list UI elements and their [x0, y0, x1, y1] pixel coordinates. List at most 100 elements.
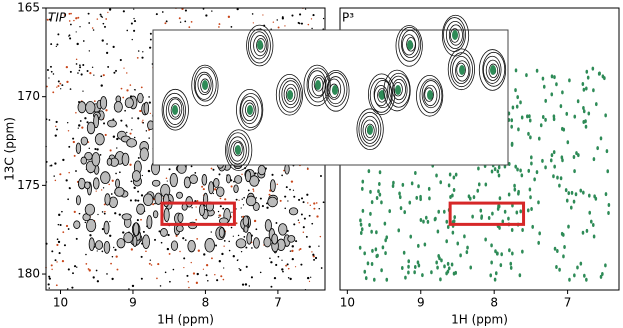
noise-dot — [72, 272, 74, 275]
peak — [269, 179, 276, 193]
noise-dot — [56, 43, 59, 46]
noise-dot — [113, 71, 116, 74]
noise-dot — [290, 180, 294, 183]
peak — [421, 273, 424, 278]
noise-dot — [126, 29, 129, 32]
noise-dot — [192, 272, 196, 275]
noise-dot — [76, 42, 79, 46]
peak — [245, 170, 252, 183]
noise-dot — [112, 246, 115, 249]
x-tick-label: 8 — [202, 296, 210, 310]
noise-dot — [294, 266, 297, 268]
peak — [126, 138, 137, 148]
noise-dot — [115, 69, 117, 72]
noise-dot — [126, 126, 128, 128]
noise-dot — [56, 261, 58, 263]
noise-dot — [50, 264, 53, 267]
noise-dot — [131, 129, 133, 131]
noise-dot — [134, 199, 137, 202]
noise-dot — [133, 17, 135, 20]
noise-dot — [92, 29, 95, 31]
noise-dot — [223, 267, 225, 269]
noise-dot — [101, 16, 104, 18]
y-axis-label: 13C (ppm) — [3, 117, 17, 181]
noise-dot — [313, 207, 316, 210]
noise-dot — [160, 241, 163, 244]
noise-dot — [281, 268, 284, 271]
peak — [417, 263, 421, 268]
contour — [362, 119, 377, 141]
peak — [88, 237, 95, 252]
peak — [267, 196, 278, 208]
noise-dot — [101, 39, 104, 42]
noise-dot — [91, 66, 94, 69]
noise-dot — [316, 215, 319, 218]
peak — [78, 177, 86, 190]
noise-dot — [137, 50, 140, 52]
contour — [373, 80, 393, 109]
peak — [565, 198, 569, 203]
noise-dot — [130, 22, 133, 25]
peak — [415, 195, 419, 200]
peak — [560, 231, 564, 236]
peak — [498, 196, 502, 201]
peak — [169, 173, 178, 188]
peak — [75, 142, 82, 154]
noise-dot — [241, 198, 243, 200]
noise-dot — [195, 218, 198, 221]
noise-dot — [311, 222, 314, 225]
noise-dot — [169, 280, 171, 283]
noise-dot — [82, 40, 85, 42]
noise-dot — [73, 154, 76, 157]
noise-dot — [100, 84, 103, 87]
peak — [401, 182, 405, 187]
noise-dot — [131, 117, 133, 119]
peak — [419, 217, 423, 222]
noise-dot — [92, 276, 95, 279]
noise-dot — [46, 18, 49, 21]
noise-dot — [69, 37, 72, 40]
peak — [528, 187, 532, 192]
noise-dot — [89, 72, 92, 75]
peak — [603, 76, 606, 81]
noise-dot — [219, 197, 222, 200]
peak — [472, 195, 476, 200]
noise-dot — [318, 207, 320, 210]
inset — [152, 14, 509, 171]
noise-dot — [124, 109, 126, 112]
peak — [160, 228, 168, 237]
peak — [383, 221, 387, 226]
peak — [103, 220, 110, 235]
noise-dot — [106, 43, 108, 45]
noise-dot — [59, 173, 62, 176]
contour — [197, 73, 212, 96]
peak — [585, 69, 589, 74]
peak — [525, 114, 529, 119]
contour — [191, 64, 219, 107]
noise-dot — [85, 263, 88, 265]
peak — [496, 169, 500, 174]
noise-dot — [149, 46, 152, 49]
noise-dot — [240, 251, 243, 253]
peak — [443, 264, 446, 269]
noise-dot — [259, 197, 262, 200]
noise-dot — [79, 26, 81, 28]
contour — [441, 14, 470, 57]
contour — [165, 96, 185, 125]
noise-dot — [140, 218, 142, 221]
noise-dot — [68, 34, 71, 37]
peak — [100, 171, 111, 185]
noise-dot — [84, 117, 87, 120]
noise-dot — [241, 283, 245, 286]
peak — [243, 225, 249, 233]
noise-dot — [111, 256, 114, 258]
peak — [511, 251, 514, 256]
contour — [168, 98, 183, 120]
peak — [424, 215, 428, 220]
noise-dot — [297, 219, 300, 221]
x-tick-label: 7 — [564, 296, 572, 310]
noise-dot — [59, 82, 62, 85]
noise-dot — [311, 27, 313, 30]
noise-dot — [140, 86, 143, 89]
noise-dot — [210, 167, 213, 170]
